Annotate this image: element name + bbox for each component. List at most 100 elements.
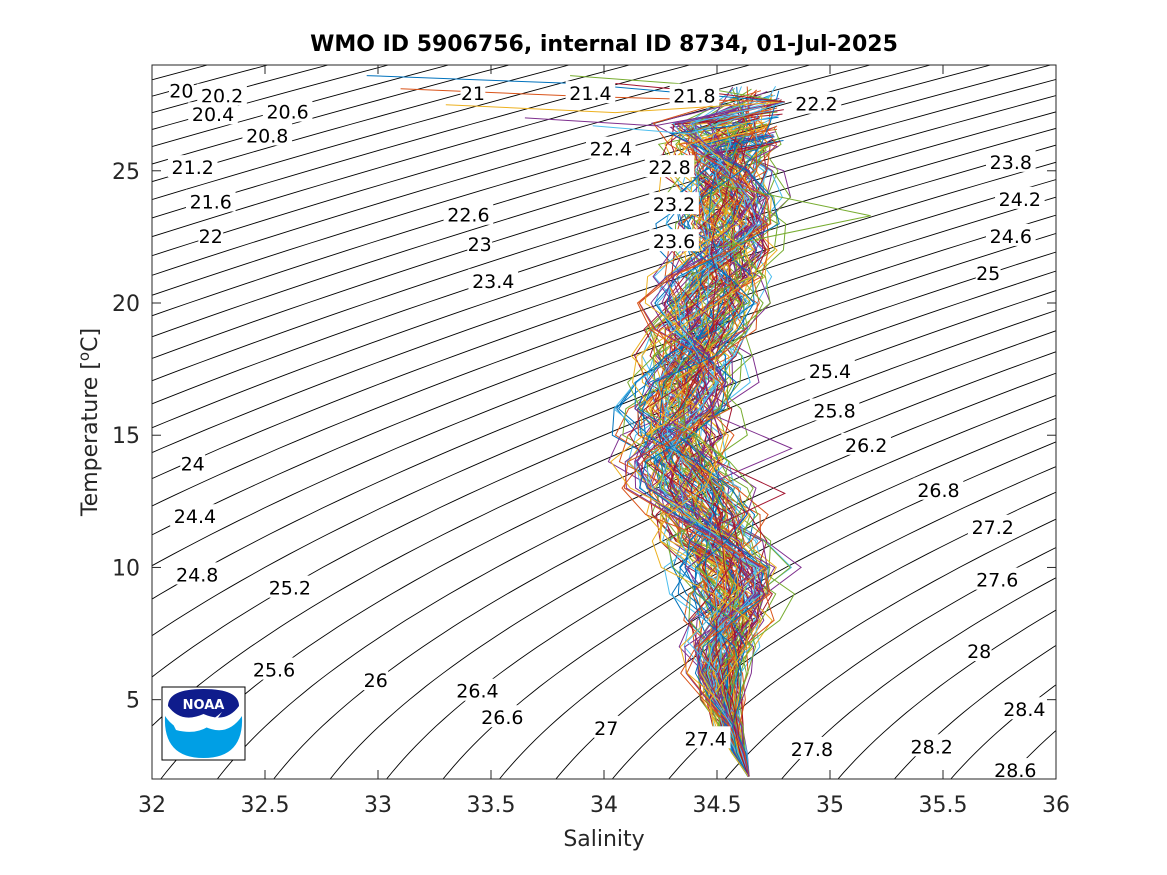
density-contour bbox=[152, 78, 1056, 359]
y-tick-label: 20 bbox=[112, 292, 140, 317]
contour-label-bg bbox=[649, 192, 699, 215]
x-tick-label: 35.5 bbox=[919, 793, 968, 818]
contour-label: 24.2 bbox=[999, 189, 1041, 211]
profile-line bbox=[678, 86, 765, 777]
y-axis-label-unit: C] bbox=[78, 328, 103, 352]
contour-label: 26.2 bbox=[845, 435, 887, 457]
density-contour bbox=[216, 330, 1056, 779]
x-tick-label: 32.5 bbox=[241, 793, 290, 818]
contour-label-bg bbox=[975, 260, 1001, 283]
profile-line bbox=[621, 90, 772, 777]
profile-line bbox=[675, 86, 758, 777]
profile-line bbox=[607, 90, 773, 777]
contour-label: 27.4 bbox=[685, 728, 727, 750]
density-contour bbox=[152, 65, 511, 165]
density-contour bbox=[152, 270, 1056, 678]
profile-line bbox=[658, 140, 781, 777]
contour-label-bg bbox=[468, 268, 519, 291]
y-axis-label-degree: o bbox=[75, 352, 93, 361]
x-tick-label: 34.5 bbox=[693, 793, 742, 818]
contour-label: 24.8 bbox=[176, 564, 218, 586]
contour-label-bg bbox=[585, 136, 636, 159]
noaa-logo: NOAA bbox=[161, 686, 246, 761]
noaa-logo-gull bbox=[172, 712, 222, 732]
density-contour bbox=[152, 214, 1056, 567]
density-contour bbox=[152, 65, 872, 276]
contour-label-bg bbox=[990, 758, 1041, 781]
contour-label-bg bbox=[242, 123, 293, 146]
contour-label-bg bbox=[197, 83, 247, 106]
contour-label: 22.6 bbox=[447, 205, 489, 227]
density-contour bbox=[668, 518, 1056, 779]
contour-label: 20 bbox=[169, 80, 193, 102]
contour-label-bg bbox=[972, 567, 1023, 590]
x-tick-label: 34 bbox=[590, 793, 618, 818]
contour-label: 22 bbox=[199, 226, 223, 248]
contour-label: 21 bbox=[461, 83, 485, 105]
density-contour bbox=[152, 161, 1056, 480]
contour-label-bg bbox=[167, 155, 218, 178]
density-contour bbox=[781, 577, 1056, 779]
contour-label-bg bbox=[995, 186, 1045, 209]
contour-label-bg bbox=[809, 398, 860, 421]
contour-label-bg bbox=[791, 91, 842, 114]
contour-label: 27.8 bbox=[791, 739, 833, 761]
profile-line bbox=[664, 139, 771, 777]
density-contour bbox=[893, 644, 1056, 779]
contour-label-bg bbox=[172, 562, 222, 585]
contour-label: 23.4 bbox=[472, 271, 514, 293]
profile-anomaly bbox=[716, 461, 786, 526]
contour-label: 28.4 bbox=[1003, 699, 1045, 721]
contour-label-bg bbox=[649, 229, 699, 252]
profile-line bbox=[656, 95, 770, 777]
profile-anomaly bbox=[716, 183, 871, 248]
contour-label-bg bbox=[913, 477, 964, 500]
contour-label: 21.8 bbox=[673, 86, 715, 108]
contour-label-bg bbox=[986, 223, 1036, 246]
contour-label-bg bbox=[999, 697, 1050, 720]
contour-label: 23 bbox=[468, 234, 492, 256]
profile-line bbox=[623, 128, 778, 777]
chart-title: WMO ID 5906756, internal ID 8734, 01-Jul… bbox=[310, 32, 898, 57]
contour-label: 26 bbox=[364, 670, 388, 692]
profile-surface-tail bbox=[524, 101, 785, 127]
contour-label: 21.4 bbox=[569, 83, 611, 105]
density-contour bbox=[152, 95, 1056, 382]
contour-label: 28.6 bbox=[994, 760, 1036, 782]
contour-label: 28.2 bbox=[911, 736, 953, 758]
contour-label-bg bbox=[805, 358, 855, 381]
density-contour bbox=[152, 65, 632, 201]
contour-label-bg bbox=[198, 223, 224, 246]
contour-label-bg bbox=[967, 514, 1018, 537]
contour-label: 27.6 bbox=[976, 570, 1018, 592]
contour-label-bg bbox=[644, 155, 695, 178]
contour-label-bg bbox=[906, 734, 957, 757]
contour-label: 25.6 bbox=[253, 660, 295, 682]
contour-label: 23.2 bbox=[653, 194, 695, 216]
density-contour bbox=[950, 684, 1056, 779]
contour-label: 24.6 bbox=[990, 226, 1032, 248]
density-contour bbox=[152, 251, 1056, 637]
y-axis-label-main: Temperature [ bbox=[78, 361, 103, 517]
density-contour bbox=[152, 65, 752, 238]
density-contour bbox=[724, 546, 1056, 779]
y-tick-label: 10 bbox=[112, 556, 140, 581]
contour-label-bg bbox=[452, 678, 503, 701]
contour-label-bg bbox=[787, 736, 837, 759]
profile-line bbox=[643, 113, 783, 777]
contour-label: 25 bbox=[976, 263, 1000, 285]
contour-label-bg bbox=[841, 432, 891, 455]
density-contour bbox=[1080, 12, 1167, 832]
profile-line bbox=[610, 126, 767, 777]
density-contour bbox=[152, 144, 1056, 454]
contour-label: 27 bbox=[594, 718, 618, 740]
contour-label-bg bbox=[467, 231, 493, 254]
density-contour bbox=[152, 179, 1056, 507]
contour-label-bg bbox=[593, 715, 619, 738]
profile-line bbox=[683, 120, 750, 777]
profile-anomaly bbox=[686, 609, 718, 674]
contour-label: 20.4 bbox=[192, 104, 234, 126]
density-contour bbox=[152, 111, 1056, 405]
profile-line bbox=[629, 109, 784, 777]
